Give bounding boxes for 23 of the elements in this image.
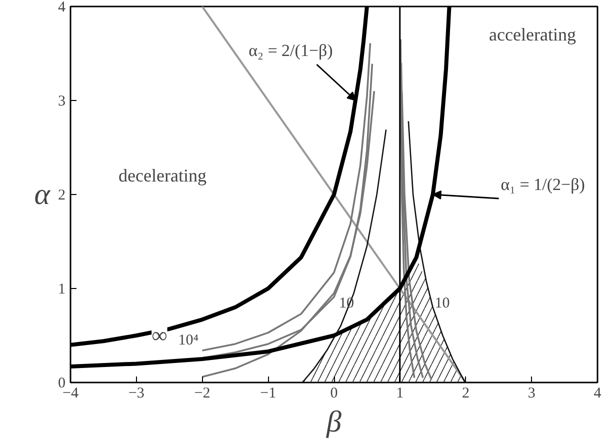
y-tick-label: 2 xyxy=(58,188,66,204)
y-tick-label: 4 xyxy=(58,0,66,16)
y-tick-label: 1 xyxy=(58,282,66,298)
y-tick-label: 3 xyxy=(58,94,66,110)
annotation: 10 xyxy=(434,296,450,312)
annotation: accelerating xyxy=(489,24,576,44)
x-tick-label: −1 xyxy=(260,386,276,402)
annotation: 10⁴ xyxy=(178,332,199,348)
annotation: ∞ xyxy=(152,322,168,348)
y-tick-label: 0 xyxy=(58,376,66,392)
x-tick-label: 1 xyxy=(396,386,404,402)
x-axis-title: β xyxy=(326,406,342,438)
x-tick-label: 2 xyxy=(462,386,470,402)
x-tick-label: −4 xyxy=(62,386,79,402)
x-tick-label: 0 xyxy=(330,386,338,402)
y-axis-title: α xyxy=(34,178,52,211)
x-tick-label: 3 xyxy=(528,386,536,402)
annotation: α₁ = 1/(2−β) xyxy=(500,175,585,194)
x-tick-label: −3 xyxy=(128,386,144,402)
annotation: decelerating xyxy=(118,166,206,186)
x-tick-label: −2 xyxy=(194,386,210,402)
x-tick-label: 4 xyxy=(594,386,602,402)
annotation: α₂ = 2/(1−β) xyxy=(248,41,333,60)
